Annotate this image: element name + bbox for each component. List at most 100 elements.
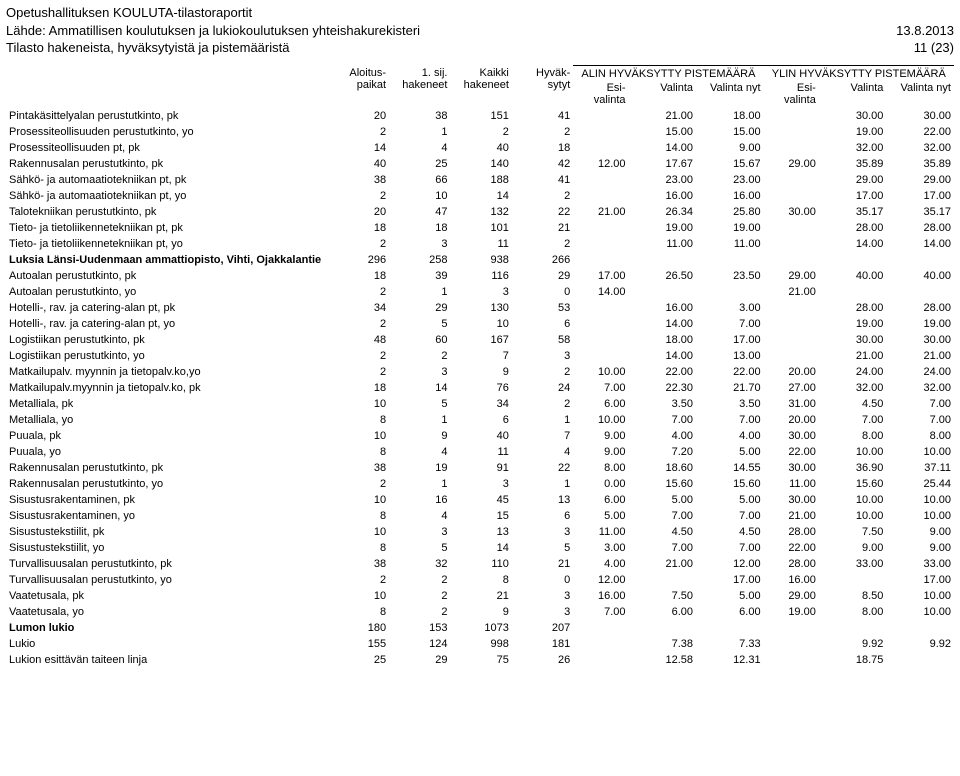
cell	[819, 284, 887, 300]
cell: 180	[328, 620, 389, 636]
cell: 22	[512, 204, 573, 220]
cell: 7.00	[629, 508, 697, 524]
cell: 5.00	[629, 492, 697, 508]
cell: 11.00	[696, 236, 764, 252]
cell: 38	[328, 460, 389, 476]
row-label: Vaatetusala, pk	[6, 588, 328, 604]
cell: 21	[512, 556, 573, 572]
cell: 4.00	[573, 556, 628, 572]
cell: 30.00	[764, 492, 819, 508]
cell: 266	[512, 252, 573, 268]
cell: 8	[328, 604, 389, 620]
cell: 4.50	[696, 524, 764, 540]
cell	[886, 652, 954, 668]
row-label: Sähkö- ja automaatiotekniikan pt, pk	[6, 172, 328, 188]
cell: 17.67	[629, 156, 697, 172]
cell: 3.00	[696, 300, 764, 316]
cell: 30.00	[764, 204, 819, 220]
cell: 29.00	[819, 172, 887, 188]
cell: 5	[389, 540, 450, 556]
cell: 7.00	[696, 412, 764, 428]
cell: 19.00	[696, 220, 764, 236]
cell: 15.60	[696, 476, 764, 492]
cell: 15.60	[819, 476, 887, 492]
cell: 6.00	[629, 604, 697, 620]
cell: 35.89	[886, 156, 954, 172]
cell	[696, 620, 764, 636]
cell: 18.75	[819, 652, 887, 668]
cell: 28.00	[886, 300, 954, 316]
cell: 13	[450, 524, 511, 540]
cell: 29	[389, 652, 450, 668]
cell: 41	[512, 172, 573, 188]
cell: 20	[328, 108, 389, 124]
cell: 8.00	[819, 428, 887, 444]
cell: 11.00	[573, 524, 628, 540]
cell	[764, 636, 819, 652]
table-row: Matkailupalv.myynnin ja tietopalv.ko, pk…	[6, 380, 954, 396]
cell: 16.00	[629, 188, 697, 204]
cell: 6	[450, 412, 511, 428]
table-row: Talotekniikan perustutkinto, pk204713222…	[6, 204, 954, 220]
cell: 9	[450, 604, 511, 620]
cell: 15.60	[629, 476, 697, 492]
cell: 12.00	[696, 556, 764, 572]
row-label: Lukio	[6, 636, 328, 652]
cell: 60	[389, 332, 450, 348]
row-label: Prosessiteollisuuden perustutkinto, yo	[6, 124, 328, 140]
cell: 5	[389, 396, 450, 412]
data-table: Aloitus- paikat 1. sij. hakeneet Kaikki …	[6, 65, 954, 668]
cell: 40	[328, 156, 389, 172]
cell: 21.00	[629, 556, 697, 572]
table-row: Sähkö- ja automaatiotekniikan pt, pk3866…	[6, 172, 954, 188]
table-row: Logistiikan perustutkinto, pk48601675818…	[6, 332, 954, 348]
cell: 2	[450, 124, 511, 140]
cell: 35.17	[819, 204, 887, 220]
cell: 22.30	[629, 380, 697, 396]
table-row: Turvallisuusalan perustutkinto, pk383211…	[6, 556, 954, 572]
cell: 14.00	[629, 140, 697, 156]
cell: 2	[512, 124, 573, 140]
table-row: Tieto- ja tietoliikennetekniikan pt, yo2…	[6, 236, 954, 252]
cell: 4	[389, 508, 450, 524]
cell: 7.50	[819, 524, 887, 540]
cell	[886, 620, 954, 636]
cell: 7.38	[629, 636, 697, 652]
cell: 28.00	[886, 220, 954, 236]
cell: 28.00	[764, 556, 819, 572]
cell: 30.00	[819, 332, 887, 348]
cell: 75	[450, 652, 511, 668]
cell: 6	[512, 508, 573, 524]
cell: 30.00	[819, 108, 887, 124]
cell: 14.55	[696, 460, 764, 476]
cell: 2	[328, 364, 389, 380]
cell: 10.00	[886, 508, 954, 524]
cell	[573, 332, 628, 348]
cell: 29.00	[886, 172, 954, 188]
cell	[764, 252, 819, 268]
cell: 8	[328, 412, 389, 428]
cell: 29.00	[764, 156, 819, 172]
cell: 11	[450, 444, 511, 460]
table-row: Autoalan perustutkinto, pk18391162917.00…	[6, 268, 954, 284]
table-body: Pintakäsittelyalan perustutkinto, pk2038…	[6, 108, 954, 668]
cell: 151	[450, 108, 511, 124]
row-label: Turvallisuusalan perustutkinto, pk	[6, 556, 328, 572]
cell: 11	[450, 236, 511, 252]
cell: 3	[389, 236, 450, 252]
cell: 2	[512, 364, 573, 380]
cell: 32.00	[819, 140, 887, 156]
cell	[819, 252, 887, 268]
cell	[629, 284, 697, 300]
cell: 14.00	[819, 236, 887, 252]
cell: 25.80	[696, 204, 764, 220]
cell	[764, 348, 819, 364]
table-row: Sähkö- ja automaatiotekniikan pt, yo2101…	[6, 188, 954, 204]
cell: 7.00	[629, 540, 697, 556]
cell: 153	[389, 620, 450, 636]
cell: 9.00	[819, 540, 887, 556]
cell	[764, 620, 819, 636]
cell: 66	[389, 172, 450, 188]
cell: 8.00	[573, 460, 628, 476]
row-label: Logistiikan perustutkinto, pk	[6, 332, 328, 348]
